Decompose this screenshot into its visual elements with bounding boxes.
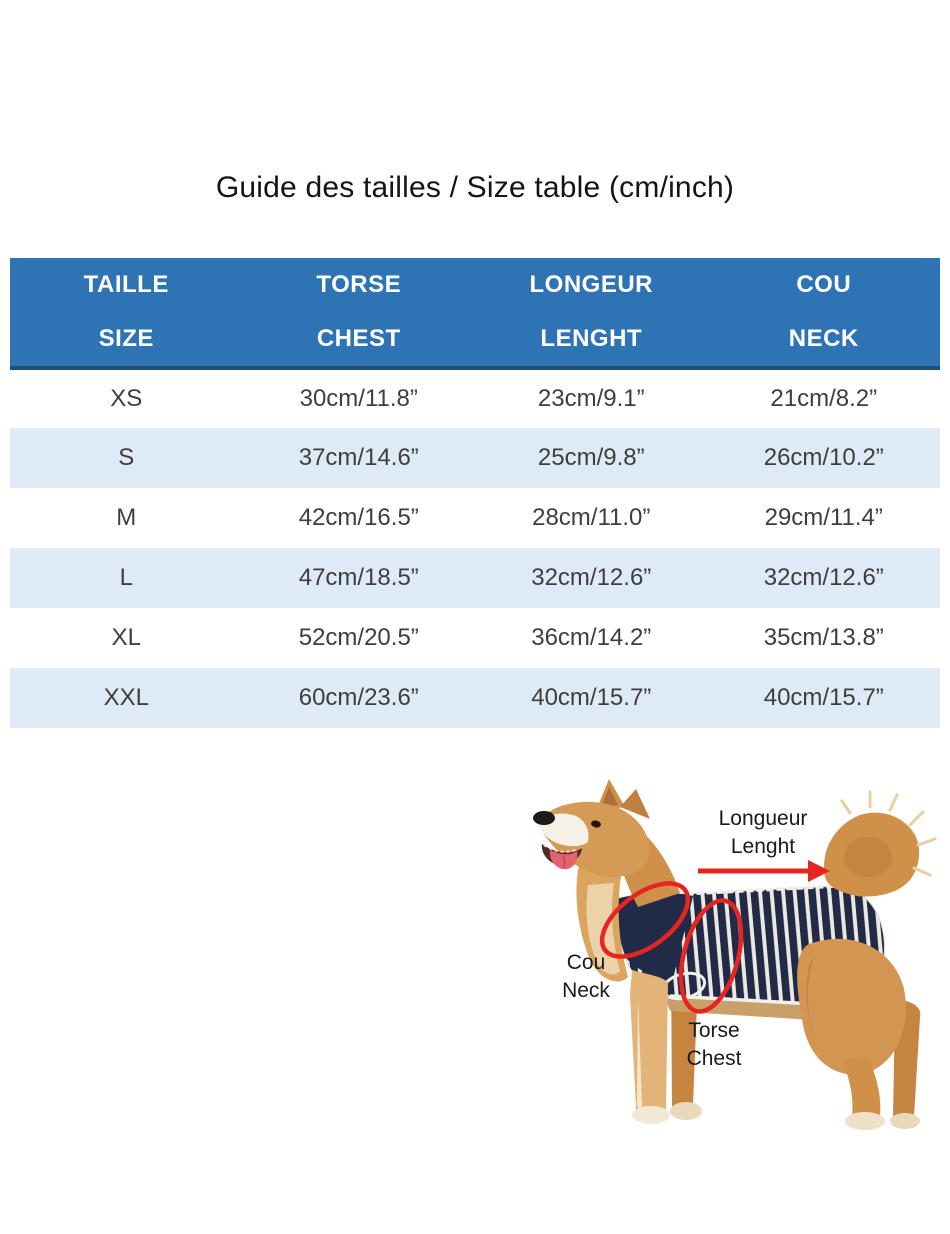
size-cell: M: [116, 504, 137, 531]
header-en: LENGHT: [540, 325, 643, 352]
measurement-diagram: Longueur Lenght Cou Neck Torse Chest: [520, 765, 950, 1165]
neck-cell: 32cm/12.6”: [763, 564, 884, 591]
length-label-en: Lenght: [730, 835, 796, 858]
neck-cell: 26cm/10.2”: [763, 444, 884, 471]
header-fr: COU: [796, 271, 852, 298]
header-fr: TAILLE: [83, 271, 169, 298]
dog-ear: [620, 789, 650, 819]
header-torse-chest: TORSE CHEST: [242, 258, 475, 370]
header-fr: TORSE: [316, 271, 402, 298]
dog-illustration: [533, 779, 937, 1130]
table-row-s: S 37cm/14.6” 25cm/9.8” 26cm/10.2”: [10, 428, 940, 488]
header-en: CHEST: [316, 325, 401, 352]
neck-cell: 40cm/15.7”: [763, 684, 884, 711]
header-longeur-lenght: LONGEUR LENGHT: [475, 258, 708, 370]
neck-cell: 29cm/11.4”: [764, 504, 883, 531]
neck-cell: 21cm/8.2”: [770, 385, 878, 412]
header-en: NECK: [788, 325, 859, 352]
length-arrow-head: [808, 860, 830, 882]
header-fr: LONGEUR: [529, 271, 653, 298]
size-table: TAILLE SIZE TORSE CHEST LONGEUR LENGHT C…: [10, 258, 940, 728]
header-en: SIZE: [98, 325, 154, 352]
dog-eye: [591, 820, 601, 828]
chest-cell: 52cm/20.5”: [298, 624, 419, 651]
length-cell: 23cm/9.1”: [537, 385, 645, 412]
table-row-xs: XS 30cm/11.8” 23cm/9.1” 21cm/8.2”: [10, 368, 940, 428]
red-annotations: [599, 860, 830, 1014]
size-cell: S: [118, 444, 135, 471]
neck-cell: 35cm/13.8”: [763, 624, 884, 651]
chest-label-fr: Torse: [688, 1019, 740, 1042]
neck-circle-annotation: [599, 881, 691, 959]
size-cell: XS: [110, 385, 143, 412]
neck-label-fr: Cou: [566, 951, 606, 974]
size-cell: XL: [111, 624, 141, 651]
neck-label: Cou Neck: [562, 949, 610, 1005]
length-label: Longueur Lenght: [719, 805, 808, 861]
table-row-xl: XL 52cm/20.5” 36cm/14.2” 35cm/13.8”: [10, 608, 940, 668]
chest-cell: 42cm/16.5”: [298, 504, 419, 531]
size-cell: XXL: [103, 684, 149, 711]
header-taille-size: TAILLE SIZE: [10, 258, 243, 370]
table-row-m: M 42cm/16.5” 28cm/11.0” 29cm/11.4”: [10, 488, 940, 548]
chest-cell: 37cm/14.6”: [298, 444, 419, 471]
table-row-l: L 47cm/18.5” 32cm/12.6” 32cm/12.6”: [10, 548, 940, 608]
dog-tail: [824, 790, 937, 897]
neck-label-en: Neck: [562, 979, 610, 1002]
length-cell: 28cm/11.0”: [532, 504, 651, 531]
chest-circle-annotation: [678, 898, 744, 1014]
dog-nose: [533, 811, 555, 825]
dog-tongue: [549, 850, 578, 870]
chest-label-en: Chest: [686, 1047, 742, 1070]
garment-collar: [608, 893, 693, 983]
page-title: Guide des tailles / Size table (cm/inch): [215, 171, 735, 204]
size-cell: L: [119, 564, 133, 591]
length-cell: 40cm/15.7”: [531, 684, 652, 711]
length-cell: 32cm/12.6”: [531, 564, 652, 591]
length-label-fr: Longueur: [718, 807, 808, 830]
length-cell: 36cm/14.2”: [531, 624, 652, 651]
size-table-header: TAILLE SIZE TORSE CHEST LONGEUR LENGHT C…: [10, 258, 940, 370]
chest-cell: 47cm/18.5”: [298, 564, 419, 591]
dog-rear-leg: [797, 938, 906, 1130]
table-row-xxl: XXL 60cm/23.6” 40cm/15.7” 40cm/15.7”: [10, 668, 940, 728]
header-cou-neck: COU NECK: [707, 258, 940, 370]
dog-front-leg: [630, 970, 670, 1124]
chest-cell: 30cm/11.8”: [299, 385, 418, 412]
chest-cell: 60cm/23.6”: [298, 684, 419, 711]
dog-head: [533, 779, 650, 878]
length-cell: 25cm/9.8”: [537, 444, 645, 471]
chest-label: Torse Chest: [687, 1017, 742, 1073]
